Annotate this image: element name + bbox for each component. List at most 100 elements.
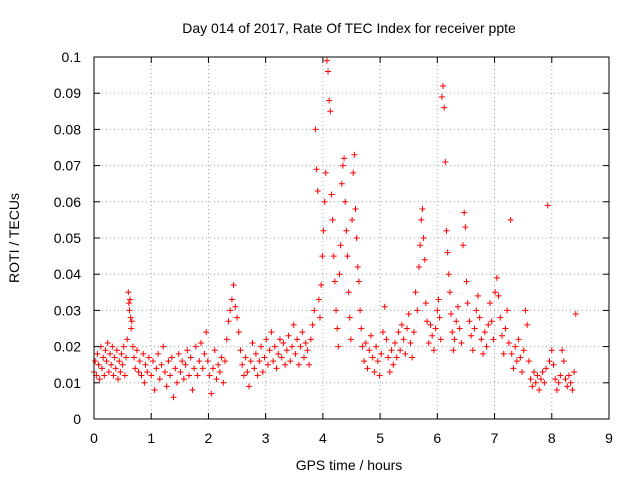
data-point [537, 376, 544, 383]
data-point [497, 314, 504, 321]
data-point [312, 126, 319, 133]
ticks-layer: 0 1 2 3 4 5 6 7 8 9 0 0.01 0.02 0.03 0.04 0.05 0.06 0.07 0… [54, 49, 613, 446]
data-point [420, 235, 427, 241]
data-point [357, 307, 364, 314]
data-point [546, 358, 553, 365]
data-point [194, 372, 201, 379]
data-point [215, 361, 222, 368]
data-point [261, 354, 268, 361]
data-point [531, 368, 538, 375]
data-point [559, 347, 566, 354]
data-point [125, 300, 132, 307]
data-point [498, 332, 505, 339]
data-point [409, 354, 416, 361]
data-point [495, 292, 502, 299]
data-point [191, 365, 198, 372]
data-point [105, 368, 112, 375]
data-point [544, 202, 551, 209]
data-point [400, 336, 407, 343]
data-point [451, 336, 458, 343]
data-point [246, 383, 253, 390]
data-point [383, 336, 390, 343]
data-point [374, 358, 381, 365]
data-point [314, 187, 321, 194]
data-point [366, 347, 373, 354]
data-point [463, 278, 470, 285]
data-point [101, 372, 108, 379]
data-point [256, 358, 263, 365]
data-point [208, 390, 215, 397]
data-point [290, 321, 297, 328]
data-point [505, 339, 512, 346]
data-point [405, 311, 412, 318]
data-point [450, 347, 457, 354]
data-point [103, 358, 110, 365]
data-point [319, 253, 326, 260]
data-point [359, 343, 366, 350]
y-axis-label: ROTI / TECUs [6, 193, 22, 283]
data-point [393, 354, 400, 361]
data-point [120, 343, 127, 350]
data-point [168, 354, 175, 361]
data-point [448, 311, 455, 318]
data-point [227, 307, 234, 314]
data-point [244, 368, 251, 375]
x-tick-label: 5 [376, 430, 384, 446]
data-point [276, 336, 283, 343]
data-point [99, 365, 106, 372]
data-point [534, 372, 541, 379]
data-point [350, 169, 357, 176]
data-point [424, 318, 431, 325]
data-point [165, 358, 172, 365]
data-point [264, 361, 271, 368]
data-point [102, 347, 109, 354]
data-point [292, 350, 299, 357]
data-point [156, 376, 163, 383]
data-point [109, 343, 116, 350]
data-point [320, 227, 327, 234]
y-tick-label: 0.1 [62, 49, 82, 65]
data-point [480, 350, 487, 357]
data-point [258, 343, 265, 350]
data-point [504, 307, 511, 314]
points-layer [91, 57, 579, 401]
data-point [527, 376, 534, 383]
data-point [96, 376, 103, 383]
data-point [492, 289, 499, 296]
data-point [341, 155, 348, 162]
data-point [353, 235, 360, 241]
data-point [295, 361, 302, 368]
data-point [444, 249, 451, 256]
data-point [404, 325, 411, 332]
x-tick-label: 8 [548, 430, 556, 446]
data-point [438, 93, 445, 100]
data-point [185, 372, 192, 379]
data-point [158, 361, 165, 368]
data-point [230, 282, 237, 289]
data-point [107, 350, 114, 357]
data-point [460, 242, 467, 249]
data-point [127, 314, 134, 321]
data-point [311, 307, 318, 314]
data-point [321, 198, 328, 205]
data-point [240, 372, 247, 379]
data-point [522, 307, 529, 314]
data-point [543, 365, 550, 372]
data-point [100, 354, 107, 361]
data-point [297, 343, 304, 350]
data-point [273, 365, 280, 372]
data-point [524, 321, 531, 328]
data-point [485, 321, 492, 328]
data-point [121, 372, 128, 379]
data-point [133, 347, 140, 354]
x-axis-label: GPS time / hours [296, 457, 403, 473]
data-point [334, 325, 341, 332]
data-point [182, 361, 189, 368]
data-point [434, 307, 441, 314]
data-point [427, 321, 434, 328]
data-point [302, 339, 309, 346]
data-point [252, 350, 259, 357]
x-tick-label: 0 [90, 430, 98, 446]
data-point [113, 347, 120, 354]
